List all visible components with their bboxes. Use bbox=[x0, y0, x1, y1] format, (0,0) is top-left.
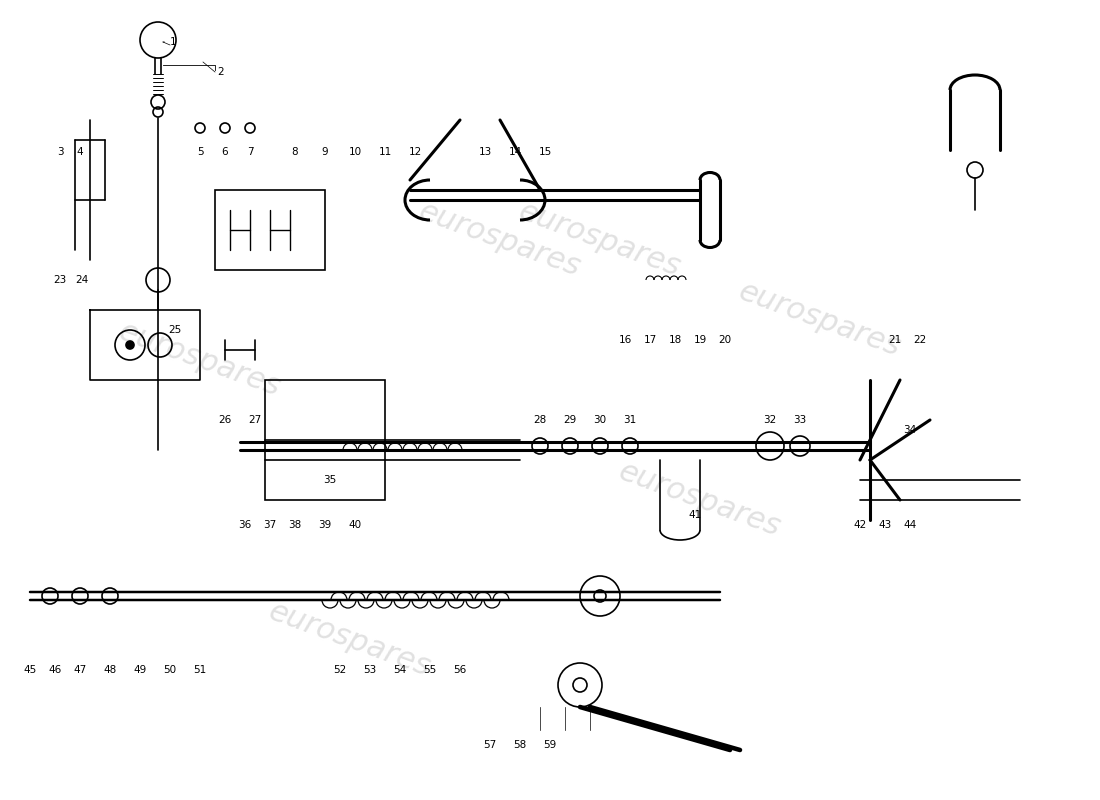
Text: 25: 25 bbox=[168, 325, 182, 335]
Text: 1: 1 bbox=[163, 37, 177, 47]
Text: 51: 51 bbox=[194, 665, 207, 675]
Text: 38: 38 bbox=[288, 520, 301, 530]
Text: 6: 6 bbox=[222, 147, 229, 157]
Text: 24: 24 bbox=[76, 275, 89, 285]
Text: 14: 14 bbox=[508, 147, 521, 157]
Text: 43: 43 bbox=[879, 520, 892, 530]
Text: 29: 29 bbox=[563, 415, 576, 425]
Text: 9: 9 bbox=[321, 147, 328, 157]
Text: 3: 3 bbox=[57, 147, 64, 157]
Text: 44: 44 bbox=[903, 520, 916, 530]
Text: 54: 54 bbox=[394, 665, 407, 675]
Text: 15: 15 bbox=[538, 147, 551, 157]
Text: 53: 53 bbox=[363, 665, 376, 675]
Text: 49: 49 bbox=[133, 665, 146, 675]
Text: 21: 21 bbox=[889, 335, 902, 345]
Text: 31: 31 bbox=[624, 415, 637, 425]
Text: eurospares: eurospares bbox=[735, 278, 905, 362]
Circle shape bbox=[126, 341, 134, 349]
Text: 40: 40 bbox=[349, 520, 362, 530]
Text: 30: 30 bbox=[593, 415, 606, 425]
Text: 58: 58 bbox=[514, 740, 527, 750]
Text: 36: 36 bbox=[239, 520, 252, 530]
Text: 12: 12 bbox=[408, 147, 421, 157]
Text: 20: 20 bbox=[718, 335, 732, 345]
Text: 33: 33 bbox=[793, 415, 806, 425]
Text: 28: 28 bbox=[534, 415, 547, 425]
Text: 34: 34 bbox=[903, 425, 916, 435]
Text: 42: 42 bbox=[854, 520, 867, 530]
Text: 35: 35 bbox=[323, 475, 337, 485]
Text: 11: 11 bbox=[378, 147, 392, 157]
Text: 48: 48 bbox=[103, 665, 117, 675]
Text: 46: 46 bbox=[48, 665, 62, 675]
Text: 2: 2 bbox=[217, 67, 223, 77]
Text: 4: 4 bbox=[77, 147, 84, 157]
Text: 41: 41 bbox=[689, 510, 702, 520]
Text: 13: 13 bbox=[478, 147, 492, 157]
Text: 26: 26 bbox=[219, 415, 232, 425]
Text: 7: 7 bbox=[246, 147, 253, 157]
Text: 10: 10 bbox=[349, 147, 362, 157]
Text: 27: 27 bbox=[249, 415, 262, 425]
Text: 32: 32 bbox=[763, 415, 777, 425]
Bar bbox=[265, 380, 385, 500]
Text: 52: 52 bbox=[333, 665, 346, 675]
Text: eurospares: eurospares bbox=[615, 458, 785, 542]
Text: eurospares: eurospares bbox=[265, 598, 434, 682]
Text: 37: 37 bbox=[263, 520, 276, 530]
Text: 47: 47 bbox=[74, 665, 87, 675]
Text: eurospares: eurospares bbox=[415, 198, 585, 282]
Text: 17: 17 bbox=[644, 335, 657, 345]
Text: 19: 19 bbox=[693, 335, 706, 345]
Text: 8: 8 bbox=[292, 147, 298, 157]
Text: 56: 56 bbox=[453, 665, 466, 675]
Text: 5: 5 bbox=[197, 147, 204, 157]
Text: 16: 16 bbox=[618, 335, 631, 345]
Text: 59: 59 bbox=[543, 740, 557, 750]
Text: 50: 50 bbox=[164, 665, 177, 675]
Text: 23: 23 bbox=[54, 275, 67, 285]
Text: 22: 22 bbox=[913, 335, 926, 345]
Text: eurospares: eurospares bbox=[515, 198, 685, 282]
Text: 18: 18 bbox=[669, 335, 682, 345]
Text: eurospares: eurospares bbox=[116, 318, 285, 402]
Text: 45: 45 bbox=[23, 665, 36, 675]
Text: 55: 55 bbox=[424, 665, 437, 675]
Text: 57: 57 bbox=[483, 740, 496, 750]
Bar bbox=[214, 190, 324, 270]
Text: 39: 39 bbox=[318, 520, 331, 530]
